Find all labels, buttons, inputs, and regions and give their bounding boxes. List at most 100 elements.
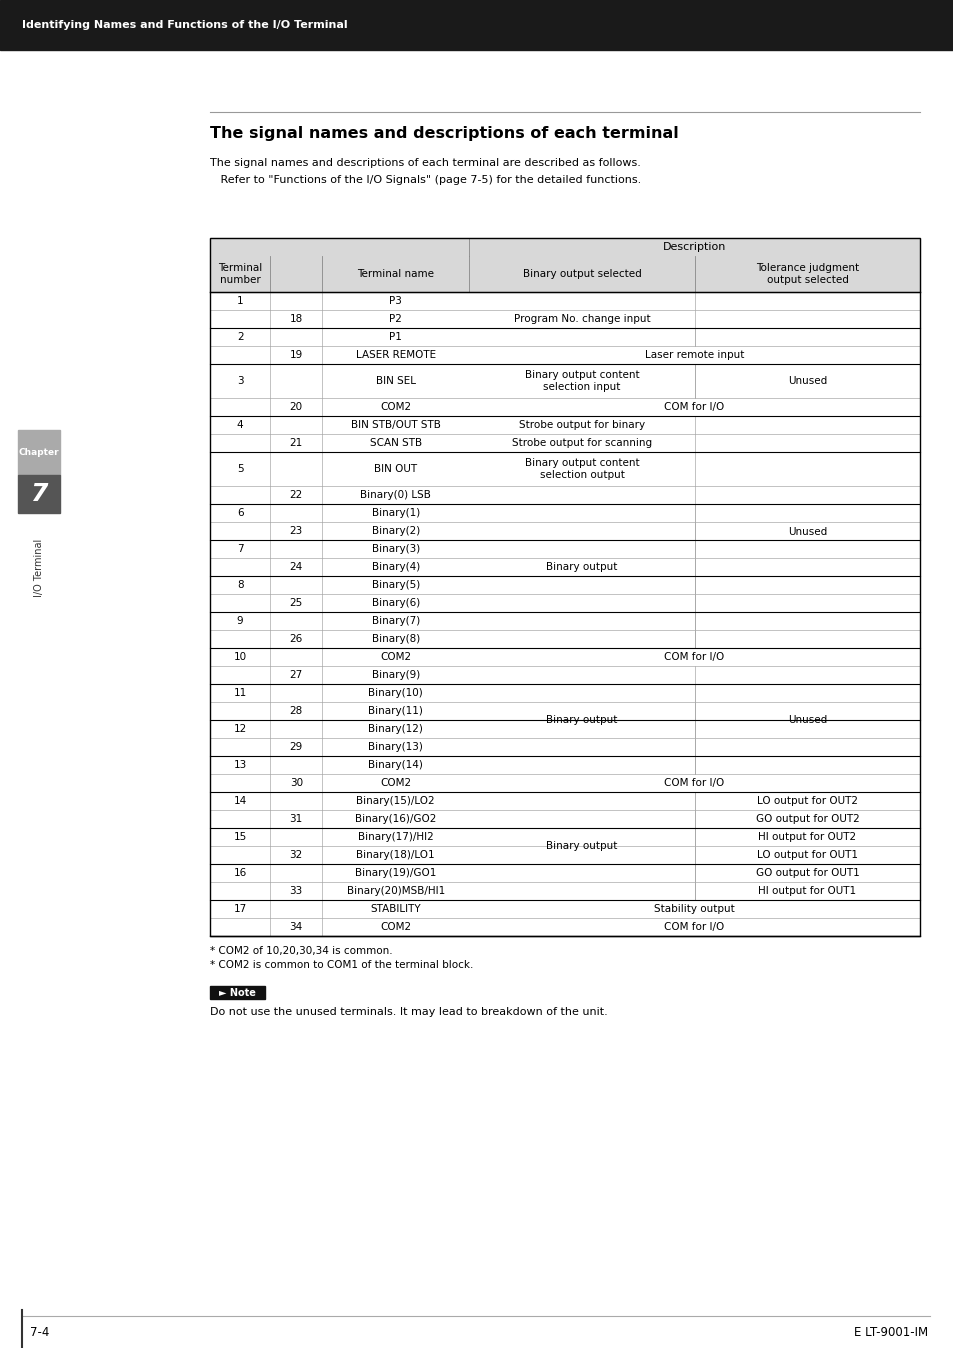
Bar: [210, 239, 919, 936]
Bar: [210, 239, 919, 936]
Text: Binary output: Binary output: [546, 562, 618, 572]
Text: COM2: COM2: [379, 922, 411, 931]
Text: Binary(4): Binary(4): [371, 562, 419, 572]
Text: P3: P3: [389, 297, 401, 306]
Text: Binary(8): Binary(8): [371, 634, 419, 644]
Text: Binary(11): Binary(11): [368, 706, 423, 716]
Text: Binary(12): Binary(12): [368, 724, 423, 735]
Text: HI output for OUT1: HI output for OUT1: [758, 886, 856, 896]
Text: 24: 24: [290, 562, 302, 572]
Text: 19: 19: [290, 350, 302, 360]
Text: COM for I/O: COM for I/O: [663, 402, 724, 412]
Text: BIN OUT: BIN OUT: [374, 464, 416, 474]
Text: Binary(10): Binary(10): [368, 687, 422, 698]
Text: 13: 13: [233, 760, 247, 770]
Text: COM for I/O: COM for I/O: [663, 922, 724, 931]
Text: P1: P1: [389, 332, 401, 342]
Text: HI output for OUT2: HI output for OUT2: [758, 832, 856, 842]
Text: COM2: COM2: [379, 652, 411, 662]
Text: GO output for OUT2: GO output for OUT2: [755, 814, 859, 824]
Text: E LT-9001-IM: E LT-9001-IM: [853, 1326, 927, 1340]
Text: I/O Terminal: I/O Terminal: [34, 539, 44, 597]
Text: LASER REMOTE: LASER REMOTE: [355, 350, 436, 360]
Text: COM for I/O: COM for I/O: [663, 652, 724, 662]
Text: 31: 31: [290, 814, 302, 824]
Text: 7-4: 7-4: [30, 1326, 50, 1340]
Text: 34: 34: [290, 922, 302, 931]
Text: The signal names and descriptions of each terminal are described as follows.: The signal names and descriptions of eac…: [210, 158, 640, 168]
Text: Binary output: Binary output: [546, 841, 618, 851]
Text: Tolerance judgment
output selected: Tolerance judgment output selected: [755, 263, 858, 284]
Text: Stability output: Stability output: [654, 905, 734, 914]
Text: Unused: Unused: [787, 714, 826, 725]
Text: 20: 20: [290, 402, 302, 412]
Text: Binary(1): Binary(1): [371, 508, 419, 518]
Text: 15: 15: [233, 832, 247, 842]
Text: LO output for OUT1: LO output for OUT1: [756, 851, 857, 860]
Text: STABILITY: STABILITY: [370, 905, 420, 914]
Text: ► Note: ► Note: [219, 988, 255, 998]
Text: Identifying Names and Functions of the I/O Terminal: Identifying Names and Functions of the I…: [22, 20, 347, 30]
Text: Binary(9): Binary(9): [371, 670, 419, 679]
Text: 7: 7: [236, 545, 243, 554]
Text: Binary(14): Binary(14): [368, 760, 423, 770]
Text: Binary(13): Binary(13): [368, 741, 423, 752]
Text: The signal names and descriptions of each terminal: The signal names and descriptions of eac…: [210, 125, 678, 142]
Text: Binary(7): Binary(7): [371, 616, 419, 625]
Text: 21: 21: [290, 438, 302, 448]
Text: 5: 5: [236, 464, 243, 474]
Text: Binary(2): Binary(2): [371, 526, 419, 537]
Text: Program No. change input: Program No. change input: [513, 314, 650, 324]
Text: 9: 9: [236, 616, 243, 625]
Text: 3: 3: [236, 376, 243, 386]
Bar: [210, 256, 919, 293]
Text: COM2: COM2: [379, 778, 411, 789]
Text: Binary(18)/LO1: Binary(18)/LO1: [356, 851, 435, 860]
Text: 18: 18: [290, 314, 302, 324]
Text: Binary(16)/GO2: Binary(16)/GO2: [355, 814, 436, 824]
Text: 1: 1: [236, 297, 243, 306]
Text: 6: 6: [236, 508, 243, 518]
Text: 25: 25: [290, 599, 302, 608]
Text: Unused: Unused: [787, 527, 826, 537]
Text: Strobe output for scanning: Strobe output for scanning: [512, 438, 652, 448]
Text: 16: 16: [233, 868, 247, 878]
Text: Unused: Unused: [787, 376, 826, 386]
Text: * COM2 of 10,20,30,34 is common.: * COM2 of 10,20,30,34 is common.: [210, 946, 393, 956]
Bar: [18, 474, 60, 514]
Text: 30: 30: [290, 778, 302, 789]
Text: 22: 22: [290, 491, 302, 500]
Text: 4: 4: [236, 421, 243, 430]
Text: Binary(15)/LO2: Binary(15)/LO2: [356, 797, 435, 806]
Text: 27: 27: [290, 670, 302, 679]
Text: Description: Description: [662, 243, 725, 252]
Text: 23: 23: [290, 526, 302, 537]
Text: 10: 10: [233, 652, 247, 662]
Text: COM2: COM2: [379, 402, 411, 412]
Text: Binary output selected: Binary output selected: [522, 270, 640, 279]
Text: BIN SEL: BIN SEL: [375, 376, 416, 386]
Text: COM for I/O: COM for I/O: [663, 778, 724, 789]
Text: Terminal
number: Terminal number: [218, 263, 262, 284]
Text: Chapter: Chapter: [19, 448, 59, 457]
Text: Strobe output for binary: Strobe output for binary: [518, 421, 644, 430]
Text: Binary output content
selection input: Binary output content selection input: [524, 371, 639, 392]
Text: 8: 8: [236, 580, 243, 590]
Text: Laser remote input: Laser remote input: [644, 350, 743, 360]
Text: BIN STB/OUT STB: BIN STB/OUT STB: [351, 421, 440, 430]
Text: Do not use the unused terminals. It may lead to breakdown of the unit.: Do not use the unused terminals. It may …: [210, 1007, 607, 1016]
Text: Refer to "Functions of the I/O Signals" (page 7-5) for the detailed functions.: Refer to "Functions of the I/O Signals" …: [210, 175, 640, 185]
Text: Binary output content
selection output: Binary output content selection output: [524, 458, 639, 480]
Text: Binary(6): Binary(6): [371, 599, 419, 608]
Text: GO output for OUT1: GO output for OUT1: [755, 868, 859, 878]
Text: SCAN STB: SCAN STB: [369, 438, 421, 448]
Text: 7: 7: [30, 483, 48, 506]
Text: P2: P2: [389, 314, 401, 324]
Text: Terminal name: Terminal name: [356, 270, 434, 279]
Text: 12: 12: [233, 724, 247, 735]
Text: Binary(20)MSB/HI1: Binary(20)MSB/HI1: [346, 886, 444, 896]
Text: 29: 29: [290, 741, 302, 752]
Text: LO output for OUT2: LO output for OUT2: [756, 797, 857, 806]
Text: Binary(0) LSB: Binary(0) LSB: [360, 491, 431, 500]
Text: 28: 28: [290, 706, 302, 716]
